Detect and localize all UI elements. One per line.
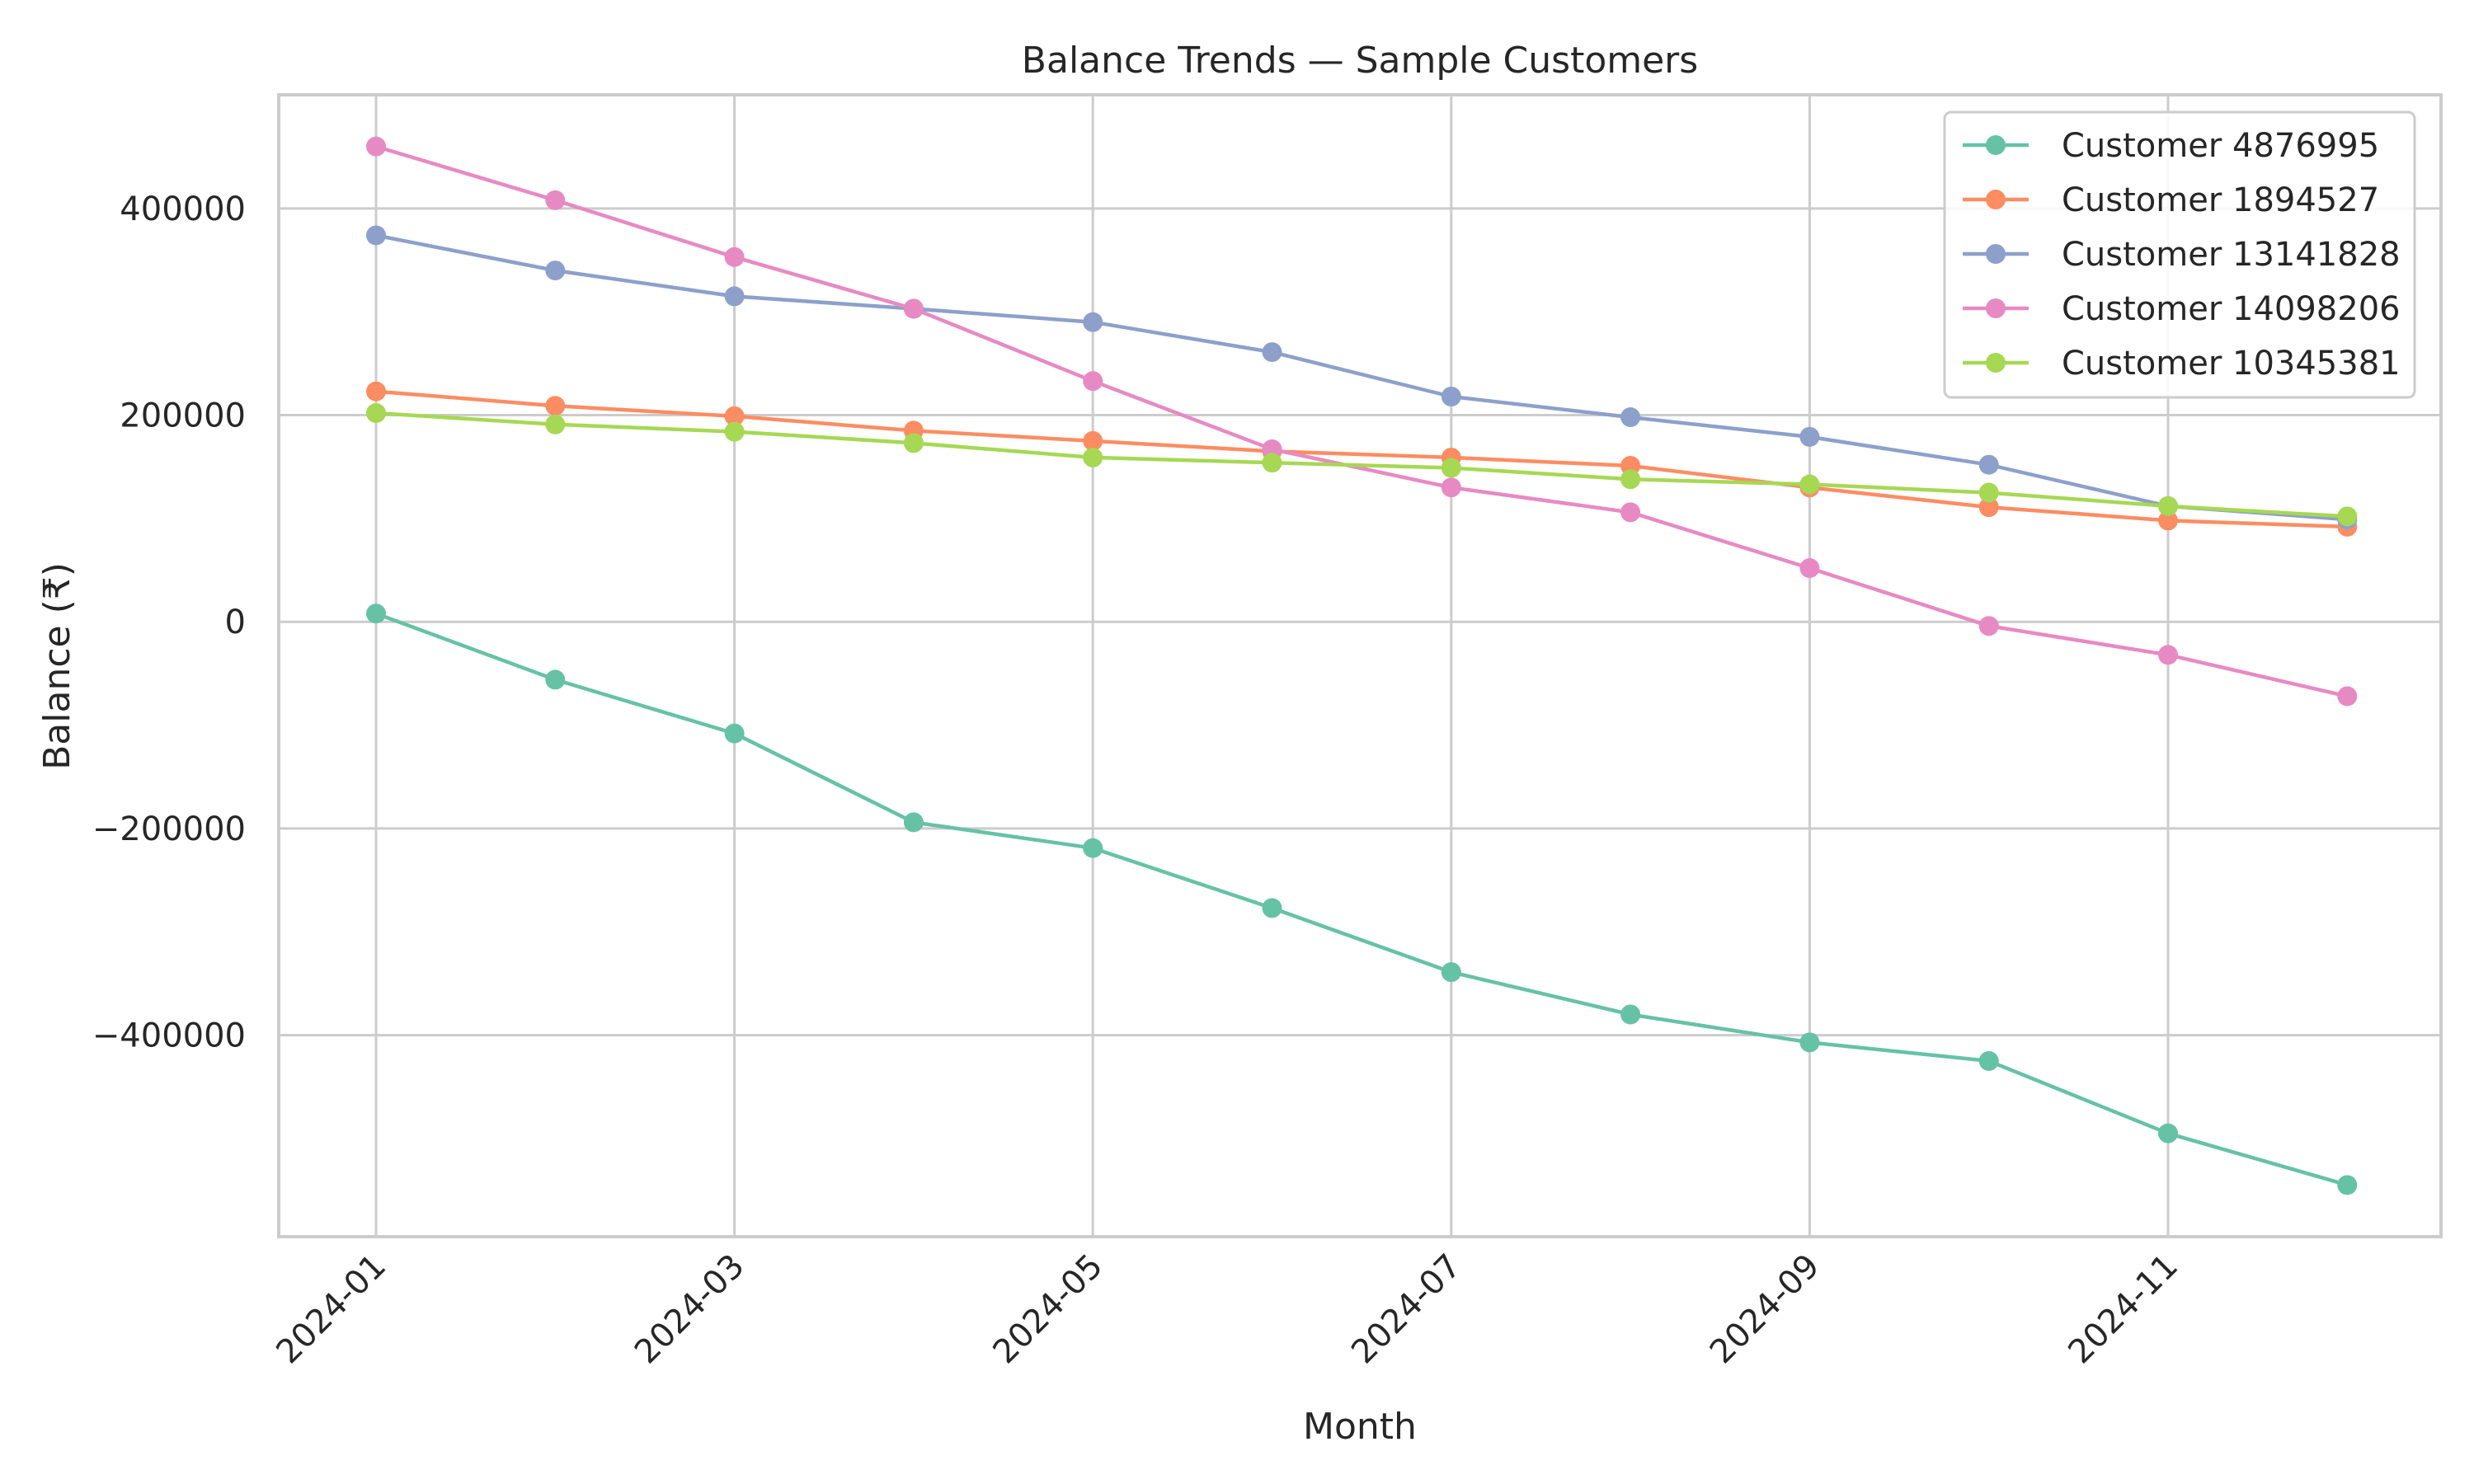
data-point [2158,645,2178,665]
series-4 [366,403,2358,527]
series-line [374,611,2349,1187]
legend-marker [1986,190,2006,209]
y-tick-label: 200000 [120,397,246,435]
legend-label: Customer 4876995 [2062,127,2379,165]
legend-label: Customer 10345381 [2062,345,2401,383]
data-point [1978,1050,1999,1071]
data-point [1799,474,1820,495]
data-point [2158,495,2178,516]
data-point [1799,558,1820,579]
data-point [1083,447,1103,467]
data-point [2158,510,2178,531]
data-point [1083,430,1103,451]
data-point [366,381,386,402]
data-point [724,406,745,426]
series-line [374,144,2349,698]
legend-box [1943,110,2416,399]
y-tick-label: −400000 [92,1017,246,1055]
series-line [374,233,2349,522]
data-point [1978,616,1999,636]
series-line [374,389,2349,529]
data-point [903,812,924,833]
data-point [545,261,566,281]
x-tick-label: 2024-07 [1344,1247,1469,1372]
data-point [1620,1004,1641,1025]
series-3 [366,136,2358,707]
series-line [374,411,2349,519]
x-axis-label: Month [1303,1406,1417,1448]
series-layer [366,136,2358,1195]
data-point [1799,1032,1820,1053]
series-0 [366,603,2358,1195]
legend-label: Customer 14098206 [2062,290,2401,328]
data-point [1262,342,1282,363]
data-point [1441,962,1461,983]
data-point [545,396,566,416]
legend: Customer 4876995 Customer 1894527 Customer… [1943,110,2416,399]
legend-marker [1986,244,2006,264]
data-point [366,603,386,624]
data-point [1799,426,1820,447]
y-tick-label: 0 [225,603,246,641]
data-point [366,136,386,157]
x-tick-label: 2024-01 [269,1247,393,1372]
data-point [1083,838,1103,858]
data-point [2337,686,2358,707]
y-tick-label: 400000 [120,190,246,228]
x-tick-label: 2024-03 [628,1247,752,1372]
data-point [1262,453,1282,473]
legend-label: Customer 13141828 [2062,236,2401,274]
data-point [366,403,386,424]
series-1 [366,381,2358,537]
chart-title: Balance Trends — Sample Customers [1022,40,1698,82]
data-point [1620,469,1641,490]
data-point [1083,312,1103,332]
data-point [545,190,566,210]
data-point [1978,497,1999,518]
data-point [1978,482,1999,503]
tick-labels: 2024-01 2024-03 2024-05 2024-07 2024-09 2024-… [92,190,2185,1371]
data-point [2337,1175,2358,1195]
data-point [1441,386,1461,406]
data-point [1262,898,1282,918]
data-point [1441,477,1461,498]
data-point [724,286,745,307]
data-point [366,225,386,246]
data-point [903,433,924,453]
data-point [724,247,745,267]
data-point [2337,506,2358,527]
data-point [1083,371,1103,392]
x-tick-label: 2024-05 [986,1247,1111,1372]
data-point [1978,454,1999,475]
data-point [545,414,566,434]
y-axis-label: Balance (₹) [36,562,78,770]
data-point [545,669,566,690]
legend-marker [1986,298,2006,318]
data-point [1441,458,1461,478]
legend-label: Customer 1894527 [2062,181,2379,219]
x-tick-label: 2024-09 [1703,1247,1827,1372]
data-point [724,723,745,744]
y-tick-label: −200000 [92,810,246,848]
legend-marker [1986,135,2006,155]
data-point [1620,502,1641,523]
data-point [724,421,745,442]
legend-marker [1986,353,2006,373]
x-tick-label: 2024-11 [2061,1247,2185,1372]
plot-frame [277,93,2443,1238]
data-point [2158,1123,2178,1144]
data-point [903,298,924,319]
data-point [1620,407,1641,428]
